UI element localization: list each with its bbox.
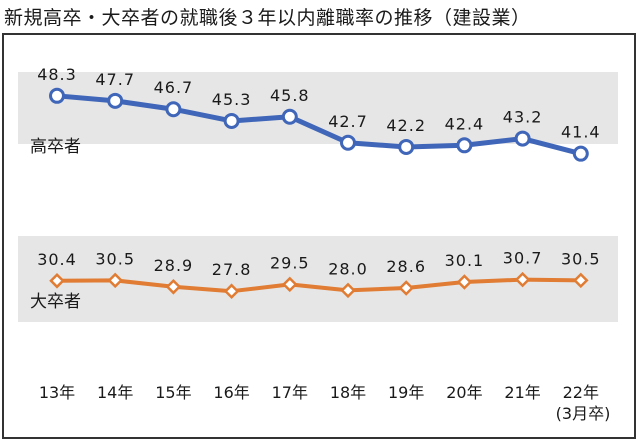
x-tick-label: 19年 (388, 383, 424, 402)
x-tick-label: 14年 (97, 383, 133, 402)
data-point-university (282, 276, 298, 293)
chart-title: 新規高卒・大卒者の就職後３年以内離職率の推移（建設業） (4, 7, 531, 29)
x-tick-label: 13年 (39, 383, 75, 402)
data-label-high-school: 42.2 (386, 116, 426, 135)
data-point-university (398, 280, 414, 296)
data-point-university (514, 271, 531, 288)
data-label-high-school: 47.7 (95, 70, 135, 89)
x-tick-label: 17年 (272, 383, 308, 402)
data-label-high-school: 42.7 (328, 112, 368, 131)
chart-frame (2, 33, 636, 439)
series-line-university (56, 277, 581, 294)
x-tick-label: 16年 (213, 383, 249, 402)
data-label-university: 27.8 (212, 260, 252, 279)
data-point-university (223, 283, 240, 299)
x-tick-label: 18年 (330, 383, 366, 402)
x-tick-label: 20年 (446, 383, 482, 402)
data-label-high-school: 48.3 (37, 65, 77, 84)
data-label-high-school: 45.3 (212, 90, 252, 109)
data-label-university: 28.9 (154, 256, 194, 275)
data-point-high-school (398, 138, 415, 155)
data-label-university: 30.4 (37, 250, 77, 269)
series-label-high-school: 高卒者 (30, 137, 81, 157)
data-label-university: 28.0 (328, 259, 368, 278)
data-point-high-school (49, 87, 65, 104)
category-note: (3月卒) (556, 404, 611, 423)
data-point-university (49, 273, 65, 289)
data-label-high-school: 41.4 (561, 123, 601, 142)
x-tick-label: 15年 (155, 383, 191, 402)
data-label-high-school: 45.8 (270, 86, 310, 105)
data-point-high-school (281, 108, 298, 125)
data-label-university: 29.5 (270, 253, 310, 272)
x-tick-label: 21年 (504, 383, 540, 402)
data-point-high-school (107, 92, 124, 109)
data-point-university (340, 282, 356, 299)
data-point-university (165, 279, 182, 295)
data-label-university: 30.5 (561, 249, 601, 268)
data-label-university: 30.5 (95, 249, 135, 268)
data-point-university (456, 274, 473, 290)
data-label-university: 28.6 (386, 257, 426, 276)
data-point-high-school (223, 112, 240, 129)
data-label-university: 30.1 (445, 251, 485, 270)
data-label-high-school: 43.2 (503, 108, 543, 127)
series-line-high-school (56, 93, 582, 157)
data-label-university: 30.7 (503, 249, 543, 268)
data-point-high-school (165, 101, 182, 118)
data-label-high-school: 42.4 (445, 114, 485, 133)
x-tick-label: 22年 (563, 383, 599, 402)
data-point-high-school (572, 145, 589, 162)
data-point-high-school (514, 130, 531, 147)
data-point-high-school (340, 134, 356, 151)
data-label-high-school: 46.7 (154, 78, 194, 97)
series-label-university: 大卒者 (30, 292, 81, 312)
data-point-university (573, 272, 589, 289)
data-point-university (107, 272, 123, 289)
data-point-high-school (456, 137, 473, 154)
